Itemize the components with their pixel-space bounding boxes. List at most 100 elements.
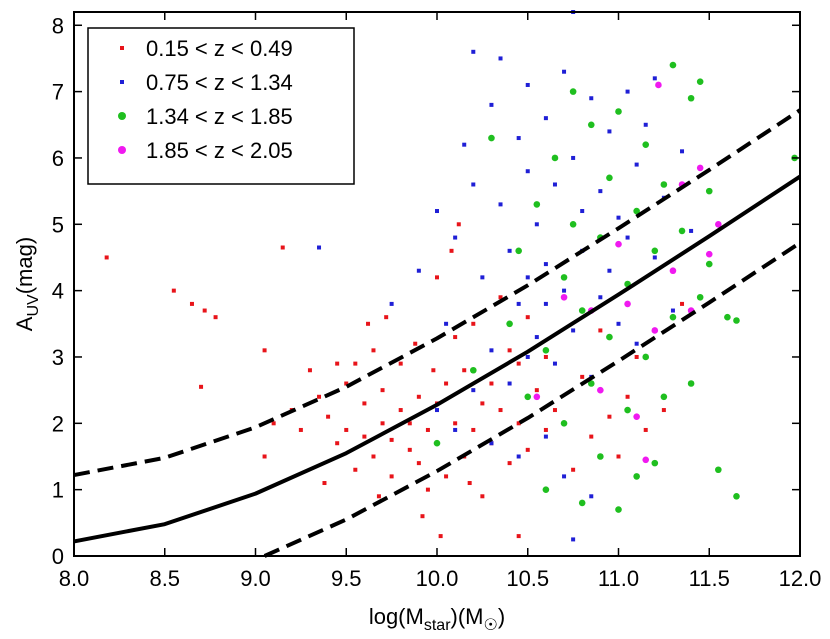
- data-point: [525, 275, 530, 280]
- x-axis: 8.0 8.5 9.0 9.5 10.0 10.5 11.0 11.5 12.0: [59, 12, 822, 591]
- y-title-suffix: (mag): [12, 237, 37, 294]
- data-point: [562, 474, 567, 479]
- data-point: [562, 288, 567, 293]
- data-point: [407, 421, 412, 426]
- data-point: [552, 408, 557, 413]
- data-point: [389, 437, 394, 442]
- data-point: [652, 255, 657, 260]
- data-point: [661, 408, 666, 413]
- data-point: [470, 366, 477, 374]
- x-tick-label: 12.0: [779, 566, 822, 591]
- data-point: [362, 401, 367, 406]
- data-point: [420, 514, 425, 519]
- y-tick-label: 0: [52, 544, 64, 569]
- data-point: [578, 499, 586, 507]
- data-point: [733, 492, 740, 500]
- series-1.34-z-1.85: [433, 61, 798, 513]
- data-point: [449, 248, 454, 253]
- data-point: [642, 353, 650, 361]
- y-axis: 0 1 2 3 4 5 6 7 8: [52, 13, 800, 569]
- data-point: [733, 317, 740, 324]
- data-point: [580, 374, 585, 379]
- data-point: [634, 341, 639, 346]
- data-point: [362, 434, 367, 439]
- data-point: [652, 76, 657, 81]
- data-point: [199, 384, 204, 389]
- data-point: [715, 466, 722, 474]
- offset-dashed-line: [263, 241, 802, 558]
- data-point: [615, 108, 622, 115]
- data-point: [589, 494, 594, 499]
- data-point: [534, 388, 539, 393]
- data-point: [543, 354, 548, 359]
- data-point: [262, 454, 267, 459]
- data-point: [689, 228, 694, 233]
- data-point: [366, 321, 371, 326]
- data-point: [171, 288, 176, 293]
- x-axis-title: log(Mstar)(M☉): [369, 604, 505, 634]
- data-point: [353, 467, 358, 472]
- data-point: [678, 227, 686, 235]
- data-point: [353, 361, 358, 366]
- data-point: [670, 308, 675, 313]
- data-point: [498, 295, 503, 300]
- legend-label: 1.85 < z < 2.05: [146, 138, 293, 163]
- lines-layer: [73, 108, 802, 558]
- data-point: [280, 245, 285, 250]
- data-point: [615, 506, 622, 513]
- data-point: [616, 215, 621, 220]
- data-point: [643, 122, 648, 127]
- data-point: [642, 141, 650, 148]
- data-point: [524, 393, 532, 401]
- data-point: [571, 467, 576, 472]
- x-title-prefix: log(M: [369, 604, 424, 629]
- legend-label: 1.34 < z < 1.85: [146, 104, 293, 129]
- data-point: [542, 347, 550, 354]
- x-tick-label: 8.5: [149, 566, 180, 591]
- data-point: [525, 354, 530, 359]
- data-point: [633, 413, 640, 420]
- data-point: [453, 427, 458, 432]
- y-tick-label: 5: [52, 212, 64, 237]
- y-tick-label: 3: [52, 345, 64, 370]
- data-point: [606, 333, 613, 341]
- data-point: [471, 427, 476, 432]
- data-point: [655, 81, 662, 89]
- data-point: [571, 155, 576, 160]
- x-tick-label: 10.5: [506, 566, 549, 591]
- data-point: [444, 474, 449, 479]
- offset-dashed-line: [73, 108, 802, 478]
- data-point: [578, 307, 586, 314]
- y-title-prefix: A: [12, 316, 37, 331]
- data-point: [456, 222, 461, 227]
- data-point: [453, 335, 458, 340]
- x-title-sun-symbol: ☉: [484, 617, 498, 634]
- series-0.15-z-0.49: [104, 222, 685, 539]
- data-point: [371, 348, 376, 353]
- data-point: [580, 209, 585, 214]
- data-point: [453, 421, 458, 426]
- data-point: [543, 116, 548, 121]
- data-point: [543, 262, 548, 267]
- data-point: [625, 394, 630, 399]
- data-point: [398, 408, 403, 413]
- data-point: [489, 441, 494, 446]
- data-point: [534, 335, 539, 340]
- data-point: [435, 209, 439, 214]
- data-point: [317, 245, 322, 250]
- data-point: [516, 534, 521, 539]
- marks-layer: [104, 10, 798, 542]
- data-point: [516, 421, 521, 426]
- y-axis-title: AUV(mag): [12, 237, 42, 331]
- y-tick-label: 8: [52, 13, 64, 38]
- data-point: [560, 420, 568, 427]
- data-point: [489, 102, 494, 107]
- data-point: [696, 293, 704, 301]
- x-tick-label: 9.5: [331, 566, 362, 591]
- y-tick-label: 1: [52, 478, 64, 503]
- data-point: [506, 320, 513, 328]
- data-point: [587, 121, 595, 129]
- data-point: [498, 408, 503, 413]
- data-point: [322, 481, 327, 486]
